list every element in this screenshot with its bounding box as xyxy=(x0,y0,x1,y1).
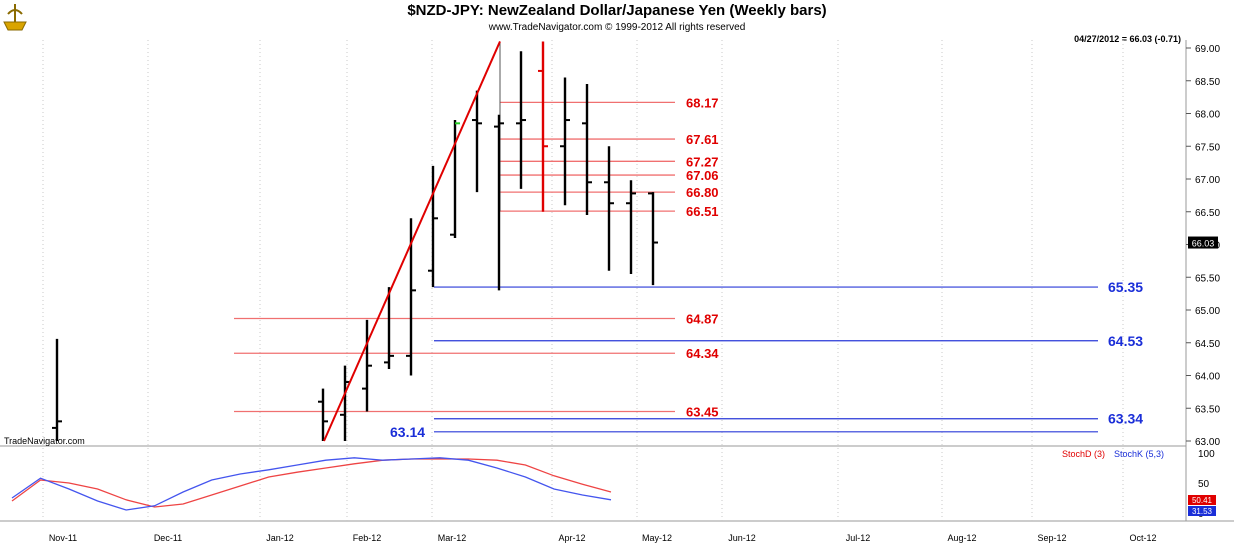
support-level-label: 63.14 xyxy=(390,424,425,440)
resistance-level-label: 68.17 xyxy=(686,95,719,110)
last-price-tag-text: 66.03 xyxy=(1192,239,1215,249)
y-tick-label: 67.50 xyxy=(1195,142,1220,153)
chart-title: $NZD-JPY: NewZealand Dollar/Japanese Yen… xyxy=(407,2,826,19)
x-tick-label: Feb-12 xyxy=(353,533,382,543)
x-tick-label: Jul-12 xyxy=(846,533,871,543)
resistance-level-label: 67.06 xyxy=(686,168,719,183)
stoch-d-value-tag xyxy=(1188,495,1216,505)
support-level-label: 63.34 xyxy=(1108,411,1143,427)
y-tick-label: 69.00 xyxy=(1195,44,1220,55)
y-tick-label: 64.00 xyxy=(1195,372,1220,383)
y-tick-label: 68.00 xyxy=(1195,110,1220,121)
x-tick-label: Apr-12 xyxy=(558,533,585,543)
stoch-d-value: 50.41 xyxy=(1192,496,1213,505)
support-level-label: 65.35 xyxy=(1108,279,1143,295)
y-tick-label: 66.50 xyxy=(1195,208,1220,219)
y-tick-label: 63.50 xyxy=(1195,404,1220,415)
resistance-level-label: 64.34 xyxy=(686,346,719,361)
copyright-text: www.TradeNavigator.com © 1999-2012 All r… xyxy=(488,22,746,33)
resistance-level-label: 67.27 xyxy=(686,154,719,169)
x-tick-label: Nov-11 xyxy=(49,533,77,543)
stoch-d-legend: StochD (3) xyxy=(1062,449,1105,459)
trend-line xyxy=(323,41,501,442)
resistance-level-label: 66.80 xyxy=(686,185,719,200)
stoch-k-value-tag xyxy=(1188,506,1216,516)
x-tick-label: Jun-12 xyxy=(728,533,756,543)
y-tick-label: 65.50 xyxy=(1195,273,1220,284)
resistance-level-label: 63.45 xyxy=(686,405,719,420)
trade-navigator-logo-mast xyxy=(7,4,23,22)
x-tick-label: May-12 xyxy=(642,533,672,543)
x-tick-label: Sep-12 xyxy=(1037,533,1066,543)
x-tick-label: Dec-11 xyxy=(154,533,182,543)
stoch-k-value: 31.53 xyxy=(1192,507,1213,516)
stoch-k-legend: StochK (5,3) xyxy=(1114,449,1164,459)
resistance-level-label: 64.87 xyxy=(686,312,719,327)
last-price-tag xyxy=(1188,236,1218,249)
x-tick-label: Mar-12 xyxy=(438,533,467,543)
y-tick-label: 65.00 xyxy=(1195,306,1220,317)
x-tick-label: Jan-12 xyxy=(266,533,294,543)
resistance-level-label: 67.61 xyxy=(686,132,719,147)
trade-navigator-logo xyxy=(3,21,27,31)
y-tick-label: 63.00 xyxy=(1195,437,1220,448)
support-level-label: 64.53 xyxy=(1108,333,1143,349)
stoch-k-line xyxy=(11,457,612,511)
x-tick-label: Aug-12 xyxy=(947,533,976,543)
resistance-level-label: 66.51 xyxy=(686,204,719,219)
last-quote: 04/27/2012 = 66.03 (-0.71) xyxy=(1074,34,1181,44)
y-tick-label: 67.00 xyxy=(1195,175,1220,186)
stoch-y-tick-label: 100 xyxy=(1198,449,1215,460)
stoch-y-tick-label: 50 xyxy=(1198,479,1210,490)
stoch-d-line xyxy=(11,458,612,508)
x-tick-label: Oct-12 xyxy=(1129,533,1156,543)
y-tick-label: 64.50 xyxy=(1195,339,1220,350)
y-tick-label: 68.50 xyxy=(1195,77,1220,88)
watermark-text: TradeNavigator.com xyxy=(4,436,85,446)
